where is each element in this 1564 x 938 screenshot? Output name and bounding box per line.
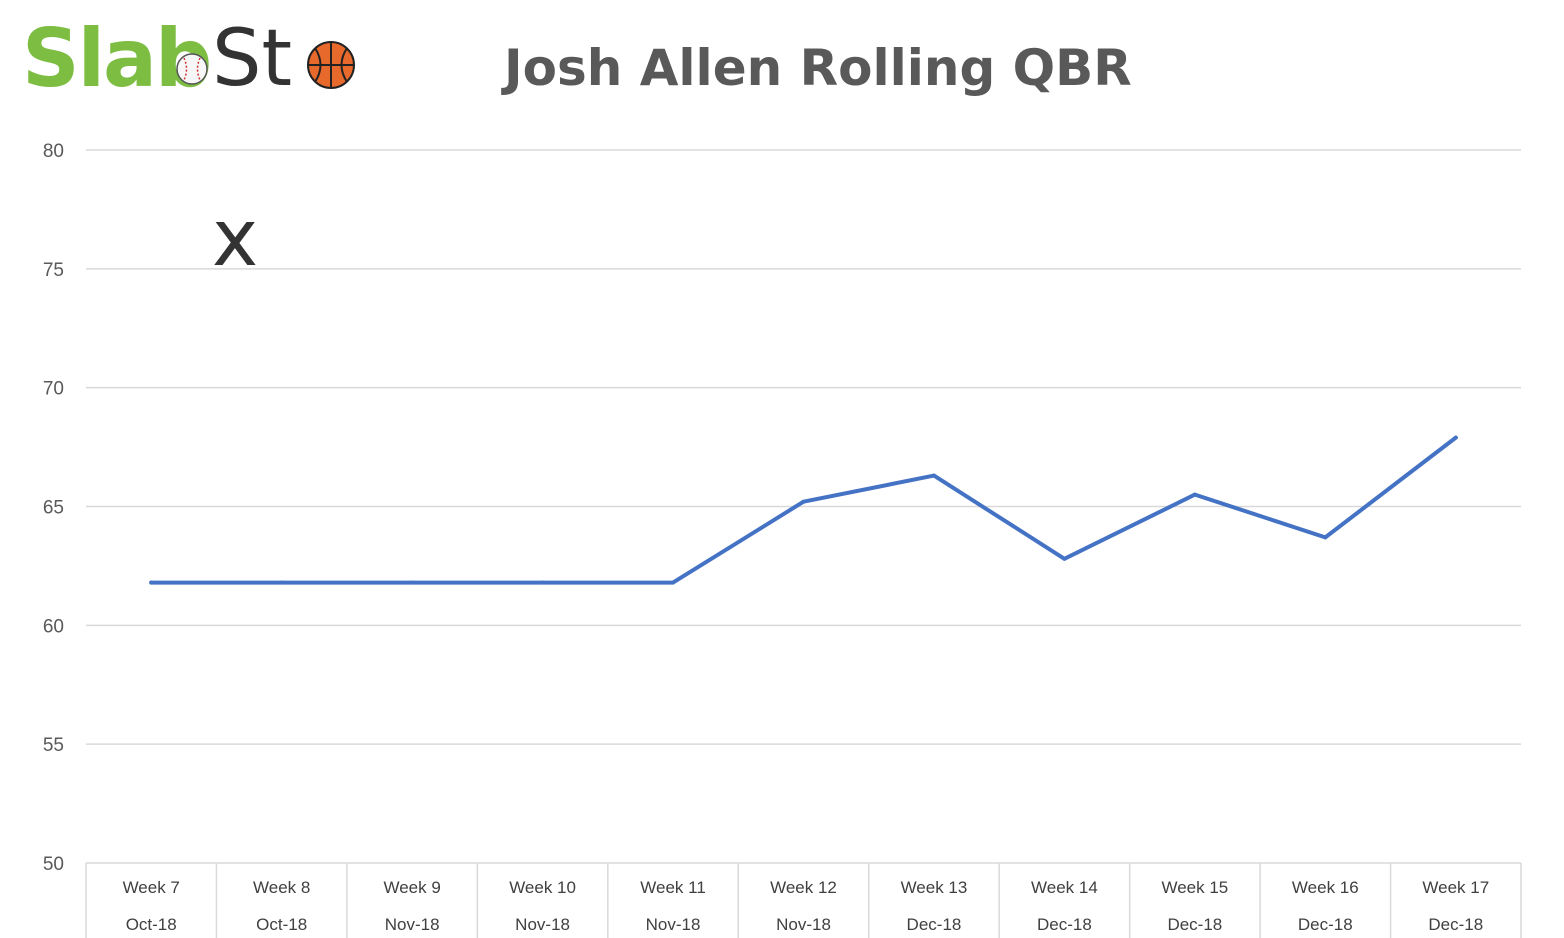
x-tick-label-week: Week 7 xyxy=(123,878,180,897)
data-point xyxy=(671,580,676,585)
data-point xyxy=(279,580,284,585)
x-tick-label-month: Nov-18 xyxy=(515,915,570,934)
y-tick-label: 70 xyxy=(43,379,64,400)
data-point xyxy=(1192,492,1197,497)
x-tick-label-week: Week 8 xyxy=(253,878,310,897)
y-tick-label: 50 xyxy=(43,854,64,875)
x-tick-label-month: Oct-18 xyxy=(256,915,307,934)
x-tick-label-week: Week 14 xyxy=(1031,878,1098,897)
x-tick-label-week: Week 15 xyxy=(1161,878,1228,897)
data-point xyxy=(931,473,936,478)
y-tick-label: 75 xyxy=(43,260,64,281)
x-tick-label-month: Dec-18 xyxy=(1167,915,1222,934)
x-tick-label-week: Week 9 xyxy=(383,878,440,897)
y-tick-label: 55 xyxy=(43,735,64,756)
x-tick-label-week: Week 13 xyxy=(901,878,968,897)
data-point xyxy=(801,499,806,504)
x-tick-label-month: Dec-18 xyxy=(907,915,962,934)
x-tick-label-month: Dec-18 xyxy=(1037,915,1092,934)
data-point xyxy=(540,580,545,585)
baseball-icon xyxy=(176,53,208,85)
chart-title: Josh Allen Rolling QBR xyxy=(504,39,1132,97)
series-line xyxy=(149,435,1458,585)
x-tick-label-month: Dec-18 xyxy=(1298,915,1353,934)
x-tick-label-week: Week 17 xyxy=(1422,878,1489,897)
y-tick-label: 80 xyxy=(43,141,64,162)
basketball-icon xyxy=(307,41,355,89)
x-tick-label-month: Nov-18 xyxy=(646,915,701,934)
x-tick-label-month: Nov-18 xyxy=(385,915,440,934)
x-tick-label-week: Week 16 xyxy=(1292,878,1359,897)
x-tick-label-month: Oct-18 xyxy=(126,915,177,934)
data-point xyxy=(1062,556,1067,561)
data-point xyxy=(410,580,415,585)
x-tick-label-week: Week 11 xyxy=(640,878,706,897)
data-point xyxy=(1453,435,1458,440)
x-tick-label-month: Nov-18 xyxy=(776,915,831,934)
data-point xyxy=(1323,535,1328,540)
x-tick-label-week: Week 10 xyxy=(509,878,576,897)
y-tick-label: 60 xyxy=(43,616,64,637)
y-tick-label: 65 xyxy=(43,498,64,519)
data-point xyxy=(149,580,154,585)
x-tick-label-week: Week 12 xyxy=(770,878,837,897)
x-tick-label-month: Dec-18 xyxy=(1428,915,1483,934)
logo-st-text: St xyxy=(212,14,293,104)
